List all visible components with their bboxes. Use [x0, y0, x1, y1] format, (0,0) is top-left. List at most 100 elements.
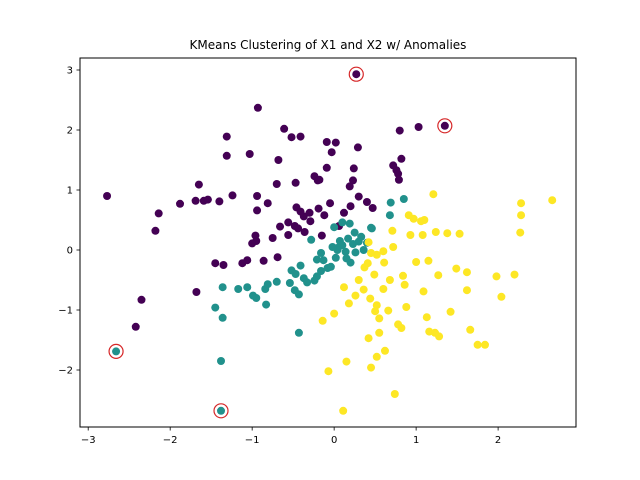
- x-tick-label: 2: [495, 435, 501, 446]
- data-point-cluster-2: [330, 309, 339, 318]
- data-point-cluster-1: [211, 303, 220, 312]
- data-point-cluster-0: [131, 322, 140, 331]
- data-point-cluster-0: [238, 259, 247, 268]
- points-layer: [103, 70, 557, 415]
- y-tick-label: 0: [67, 246, 73, 257]
- data-point-cluster-0: [192, 288, 201, 296]
- data-point-cluster-0: [394, 175, 403, 184]
- data-point-cluster-1: [399, 195, 408, 203]
- data-point-cluster-2: [462, 268, 471, 277]
- data-point-cluster-0: [317, 231, 326, 240]
- data-point-cluster-2: [492, 272, 501, 281]
- data-point-cluster-0: [253, 192, 262, 200]
- data-point-cluster-1: [331, 253, 340, 262]
- data-point-cluster-2: [402, 303, 411, 311]
- data-point-cluster-0: [284, 218, 293, 227]
- data-point-cluster-0: [440, 121, 449, 130]
- data-point-cluster-0: [151, 226, 160, 235]
- data-point-cluster-2: [364, 334, 373, 343]
- data-point-cluster-0: [103, 192, 112, 200]
- data-point-cluster-0: [300, 228, 309, 236]
- data-point-cluster-0: [222, 151, 231, 160]
- data-point-cluster-1: [248, 291, 257, 300]
- data-point-cluster-0: [354, 192, 363, 201]
- data-point-cluster-0: [306, 217, 315, 226]
- data-point-cluster-1: [345, 219, 354, 228]
- data-point-cluster-1: [294, 328, 303, 337]
- data-point-cluster-1: [112, 347, 121, 356]
- data-point-cluster-0: [339, 208, 348, 217]
- data-point-cluster-0: [352, 70, 361, 79]
- data-point-cluster-2: [397, 324, 406, 332]
- x-tick-label: 0: [331, 435, 337, 446]
- data-point-cluster-0: [362, 198, 371, 206]
- data-point-cluster-0: [414, 123, 423, 131]
- data-point-cluster-1: [307, 235, 316, 244]
- data-point-cluster-2: [367, 249, 376, 257]
- x-tick-label: −3: [81, 435, 96, 446]
- data-point-cluster-1: [217, 406, 226, 415]
- data-point-cluster-0: [253, 103, 262, 112]
- data-point-cluster-2: [366, 294, 375, 303]
- data-point-cluster-2: [388, 226, 397, 235]
- x-axis: −3 −2 −1 0 1 2: [81, 427, 501, 446]
- data-point-cluster-2: [364, 238, 373, 247]
- data-point-cluster-0: [194, 180, 203, 189]
- data-point-cluster-1: [291, 270, 300, 278]
- data-point-cluster-2: [385, 276, 394, 284]
- data-point-cluster-2: [324, 367, 333, 376]
- data-point-cluster-0: [305, 208, 314, 217]
- data-point-cluster-2: [406, 231, 415, 239]
- data-point-cluster-2: [318, 316, 327, 325]
- x-tick-label: −1: [245, 435, 260, 446]
- data-point-cluster-2: [360, 263, 369, 272]
- data-point-cluster-2: [409, 214, 418, 223]
- data-point-cluster-0: [248, 239, 257, 248]
- y-tick-label: 3: [67, 66, 73, 77]
- data-point-cluster-2: [372, 301, 381, 310]
- plot-frame: [79, 57, 577, 428]
- data-point-cluster-2: [390, 390, 399, 398]
- data-point-cluster-2: [400, 280, 409, 289]
- data-point-cluster-2: [424, 256, 433, 265]
- data-point-cluster-2: [375, 328, 384, 337]
- data-point-cluster-0: [395, 126, 404, 135]
- data-point-cluster-0: [392, 166, 401, 175]
- data-point-cluster-1: [296, 261, 305, 270]
- data-point-cluster-0: [322, 138, 331, 146]
- data-point-cluster-2: [380, 258, 389, 267]
- data-point-cluster-2: [548, 196, 557, 205]
- data-point-cluster-0: [322, 163, 331, 172]
- data-point-cluster-1: [317, 267, 326, 275]
- data-point-cluster-0: [228, 191, 237, 200]
- data-point-cluster-2: [354, 276, 363, 284]
- data-point-cluster-1: [326, 262, 335, 271]
- data-point-cluster-0: [203, 195, 212, 204]
- data-point-cluster-2: [497, 292, 506, 301]
- data-point-cluster-2: [339, 406, 348, 415]
- data-point-cluster-0: [154, 209, 163, 218]
- data-point-cluster-0: [346, 202, 355, 211]
- anomaly-layer: [108, 66, 453, 419]
- data-point-cluster-2: [419, 287, 428, 296]
- data-point-cluster-0: [222, 132, 231, 141]
- data-point-cluster-1: [344, 234, 353, 243]
- anomaly-marker: [108, 343, 124, 359]
- data-point-cluster-1: [234, 285, 243, 293]
- y-tick-label: −1: [58, 306, 73, 317]
- data-point-cluster-0: [280, 124, 289, 133]
- anomaly-marker: [348, 66, 364, 82]
- data-point-cluster-1: [330, 223, 339, 232]
- data-point-cluster-1: [312, 255, 321, 264]
- data-point-cluster-2: [375, 314, 384, 323]
- data-point-cluster-2: [452, 264, 461, 273]
- data-point-cluster-2: [462, 286, 471, 295]
- data-point-cluster-0: [259, 256, 268, 265]
- data-point-cluster-2: [446, 307, 455, 316]
- data-point-cluster-2: [372, 352, 381, 361]
- data-point-cluster-1: [272, 277, 281, 286]
- data-point-cluster-1: [367, 223, 376, 232]
- data-point-cluster-2: [481, 340, 489, 349]
- data-point-cluster-0: [315, 175, 324, 184]
- y-tick-label: −2: [58, 366, 73, 377]
